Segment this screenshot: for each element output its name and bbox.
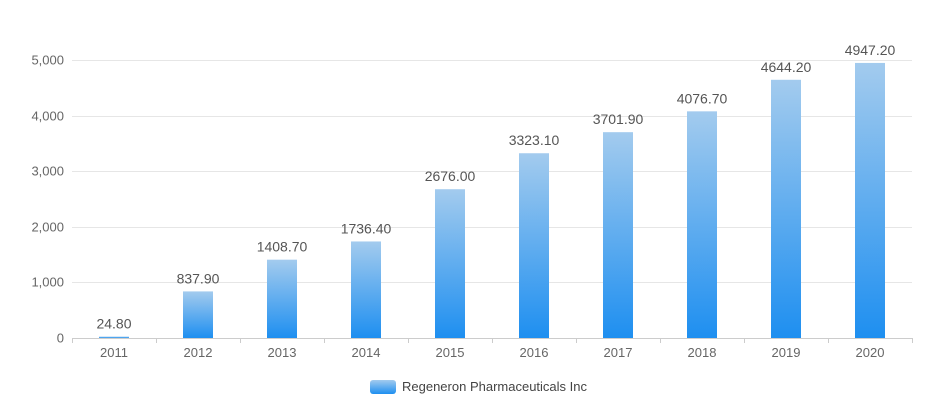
x-tick-label-2015: 2015 [436, 345, 465, 360]
bar-value-labels: 24.80 837.90 1408.70 1736.40 2676.00 3323.10 3… [96, 42, 895, 332]
bar-2015[interactable] [435, 189, 465, 338]
y-axis-ticks: 0 1,000 2,000 3,000 4,000 5,000 [31, 53, 64, 346]
x-tick-label-2016: 2016 [520, 345, 549, 360]
bar-value-label-2014: 1736.40 [341, 220, 392, 236]
grid-lines [72, 60, 912, 339]
x-tick-label-2011: 2011 [100, 345, 128, 360]
x-tick-label-2020: 2020 [856, 345, 885, 360]
bar-value-label-2011: 24.80 [96, 316, 131, 332]
bar-value-label-2020: 4947.20 [845, 42, 896, 58]
bar-value-label-2016: 3323.10 [509, 132, 560, 148]
bar-value-label-2013: 1408.70 [257, 239, 308, 255]
x-tick-label-2012: 2012 [184, 345, 213, 360]
bar-value-label-2019: 4644.20 [761, 59, 812, 75]
bar-2016[interactable] [519, 153, 549, 338]
y-tick-label: 1,000 [31, 275, 64, 290]
bar-2018[interactable] [687, 111, 717, 338]
y-tick-label: 0 [57, 331, 64, 346]
x-tick-label-2019: 2019 [772, 345, 801, 360]
y-tick-label: 5,000 [31, 53, 64, 68]
bars [99, 62, 885, 339]
x-tick-label-2013: 2013 [268, 345, 297, 360]
legend[interactable]: Regeneron Pharmaceuticals Inc [370, 379, 587, 394]
x-axis-ticks: 2011 2012 2013 2014 2015 2016 2017 2018 2019 2020 [72, 338, 913, 360]
x-tick-label-2017: 2017 [604, 345, 633, 360]
bar-2013[interactable] [267, 259, 297, 338]
bar-2012[interactable] [183, 291, 213, 338]
bar-2017[interactable] [603, 132, 633, 338]
legend-label[interactable]: Regeneron Pharmaceuticals Inc [402, 379, 587, 394]
bar-value-label-2012: 837.90 [177, 270, 220, 286]
bar-value-label-2017: 3701.90 [593, 111, 644, 127]
bar-value-label-2018: 4076.70 [677, 90, 728, 106]
bar-2019[interactable] [771, 79, 801, 339]
bar-2011[interactable] [99, 336, 129, 338]
bar-2014[interactable] [351, 241, 381, 338]
y-tick-label: 4,000 [31, 109, 64, 124]
y-tick-label: 3,000 [31, 164, 64, 179]
bar-value-label-2015: 2676.00 [425, 168, 476, 184]
y-tick-label: 2,000 [31, 220, 64, 235]
bar-2020[interactable] [855, 62, 885, 339]
legend-swatch[interactable] [370, 380, 396, 394]
x-tick-label-2014: 2014 [352, 345, 381, 360]
x-tick-label-2018: 2018 [688, 345, 717, 360]
